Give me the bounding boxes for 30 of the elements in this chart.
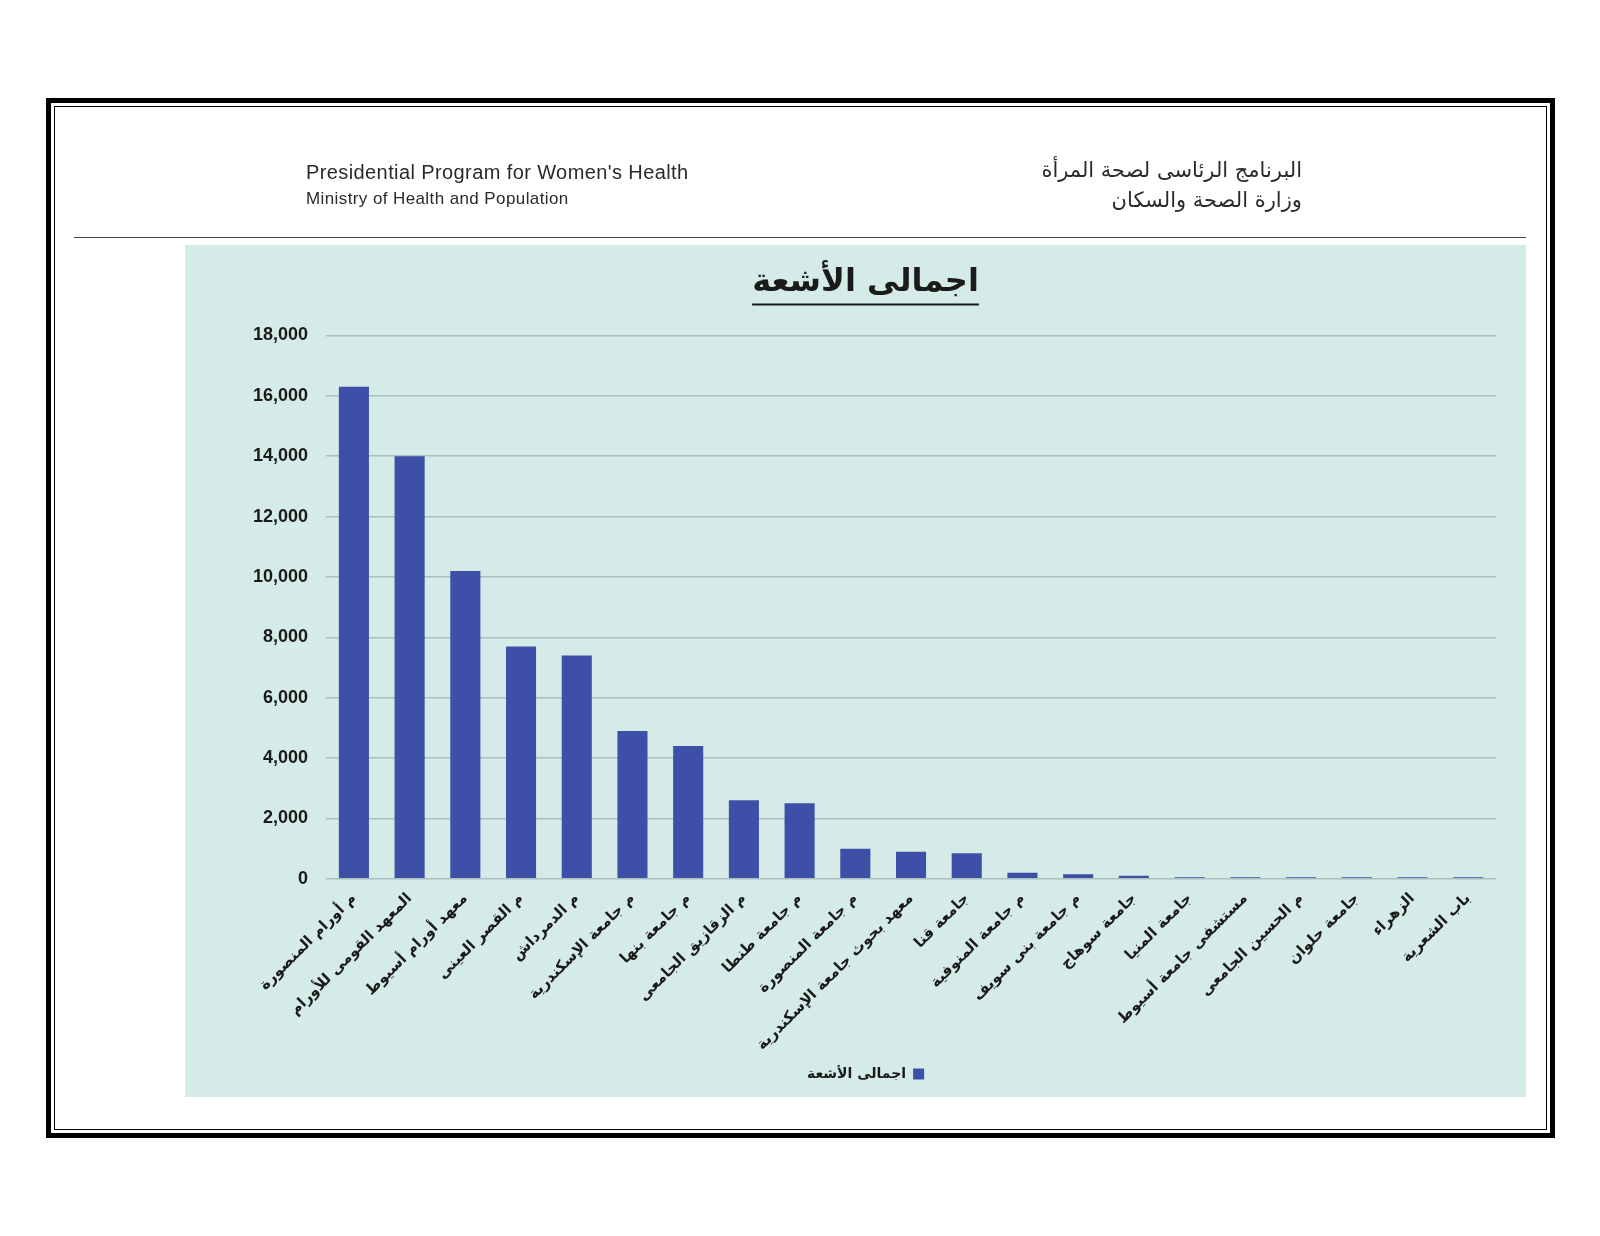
bar <box>728 800 759 879</box>
bar <box>561 655 592 879</box>
y-tick-label: 6,000 <box>263 686 309 707</box>
y-tick-label: 0 <box>298 867 309 888</box>
y-tick-label: 16,000 <box>252 384 309 405</box>
y-tick-label: 18,000 <box>252 324 309 345</box>
bar <box>895 851 927 879</box>
bar <box>673 746 704 879</box>
bar <box>506 646 537 879</box>
bar <box>784 803 815 879</box>
y-tick-label: 2,000 <box>263 807 309 828</box>
bar <box>338 386 369 879</box>
bar <box>617 730 648 879</box>
text: Presidential Program for Women's Health <box>306 160 689 185</box>
text: Ministry of Health and Population <box>306 188 570 210</box>
bar <box>840 848 871 879</box>
bar <box>1063 874 1094 879</box>
legend-label: اجمالى الأشعة <box>806 1064 907 1081</box>
bar <box>394 456 425 879</box>
chart-title: اجمالى الأشعة <box>752 259 979 299</box>
bar <box>951 853 982 879</box>
text: وزارة الصحة والسكان <box>1110 187 1302 214</box>
y-tick-label: 10,000 <box>252 565 309 586</box>
y-tick-label: 14,000 <box>252 445 309 466</box>
y-tick-label: 12,000 <box>252 505 309 526</box>
y-tick-label: 8,000 <box>263 626 309 647</box>
bar <box>450 570 481 879</box>
text: البرنامج الرئاسى لصحة المرأة <box>1041 155 1302 184</box>
bar <box>1007 872 1038 879</box>
y-tick-label: 4,000 <box>263 747 309 768</box>
